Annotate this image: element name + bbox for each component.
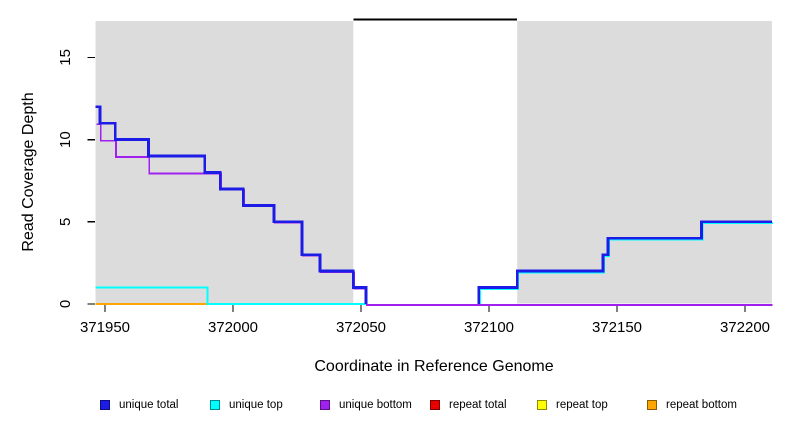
legend-item-repeat-total: repeat total [430, 398, 507, 411]
legend-swatch-unique-bottom [320, 399, 330, 410]
series-line-unique-total [95, 105, 368, 304]
legend-swatch-repeat-total [430, 399, 440, 410]
legend-label: unique bottom [339, 398, 412, 411]
legend-item-repeat-bottom: repeat bottom [647, 398, 737, 411]
y-tick-label: 10 [57, 131, 74, 148]
plot-layer: 371950 372000 372050 372100 372150 372200 0 5 10… [57, 18, 773, 336]
y-tick-label: 0 [57, 300, 74, 308]
highlight-band [353, 21, 518, 304]
legend-item-unique-top: unique top [210, 398, 283, 411]
legend-swatch-repeat-bottom [647, 399, 657, 410]
x-tick-label: 372000 [208, 319, 258, 336]
series-line-unique-total [477, 220, 772, 304]
series-line-unique-top [95, 286, 367, 305]
legend-label: repeat total [449, 398, 507, 411]
x-tick-label: 372050 [336, 319, 386, 336]
legend-label: repeat top [556, 398, 608, 411]
y-tick-label: 5 [57, 218, 74, 226]
legend-swatch-unique-top [210, 399, 220, 410]
legend-item-unique-total: unique total [100, 398, 178, 411]
y-axis-title: Read Coverage Depth [20, 92, 37, 251]
x-tick-label: 372150 [592, 319, 642, 336]
x-tick-label: 372200 [720, 319, 770, 336]
legend-label: repeat bottom [666, 398, 737, 411]
x-tick-label: 372100 [464, 319, 514, 336]
legend-swatch-repeat-top [537, 399, 547, 410]
x-tick-label: 371950 [80, 319, 130, 336]
y-tick-label: 15 [57, 49, 74, 66]
x-axis-title: Coordinate in Reference Genome [314, 358, 553, 375]
legend-item-repeat-top: repeat top [537, 398, 608, 411]
legend-item-unique-bottom: unique bottom [320, 398, 412, 411]
legend-label: unique total [119, 398, 179, 411]
legend-swatch-unique-total [100, 399, 110, 410]
legend-label: unique top [229, 398, 283, 411]
